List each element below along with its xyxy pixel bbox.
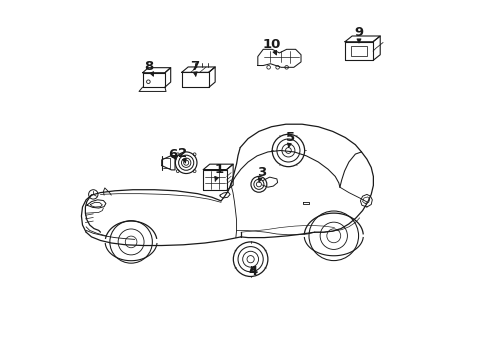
Text: 5: 5 bbox=[285, 131, 295, 147]
Text: 7: 7 bbox=[189, 60, 199, 76]
Text: 8: 8 bbox=[144, 60, 153, 76]
Text: 1: 1 bbox=[214, 163, 224, 181]
Text: 2: 2 bbox=[178, 147, 187, 163]
Text: 9: 9 bbox=[354, 26, 363, 43]
Text: 6: 6 bbox=[168, 148, 178, 161]
Text: 3: 3 bbox=[256, 166, 265, 182]
Text: 4: 4 bbox=[247, 265, 257, 278]
Text: 10: 10 bbox=[262, 39, 281, 55]
